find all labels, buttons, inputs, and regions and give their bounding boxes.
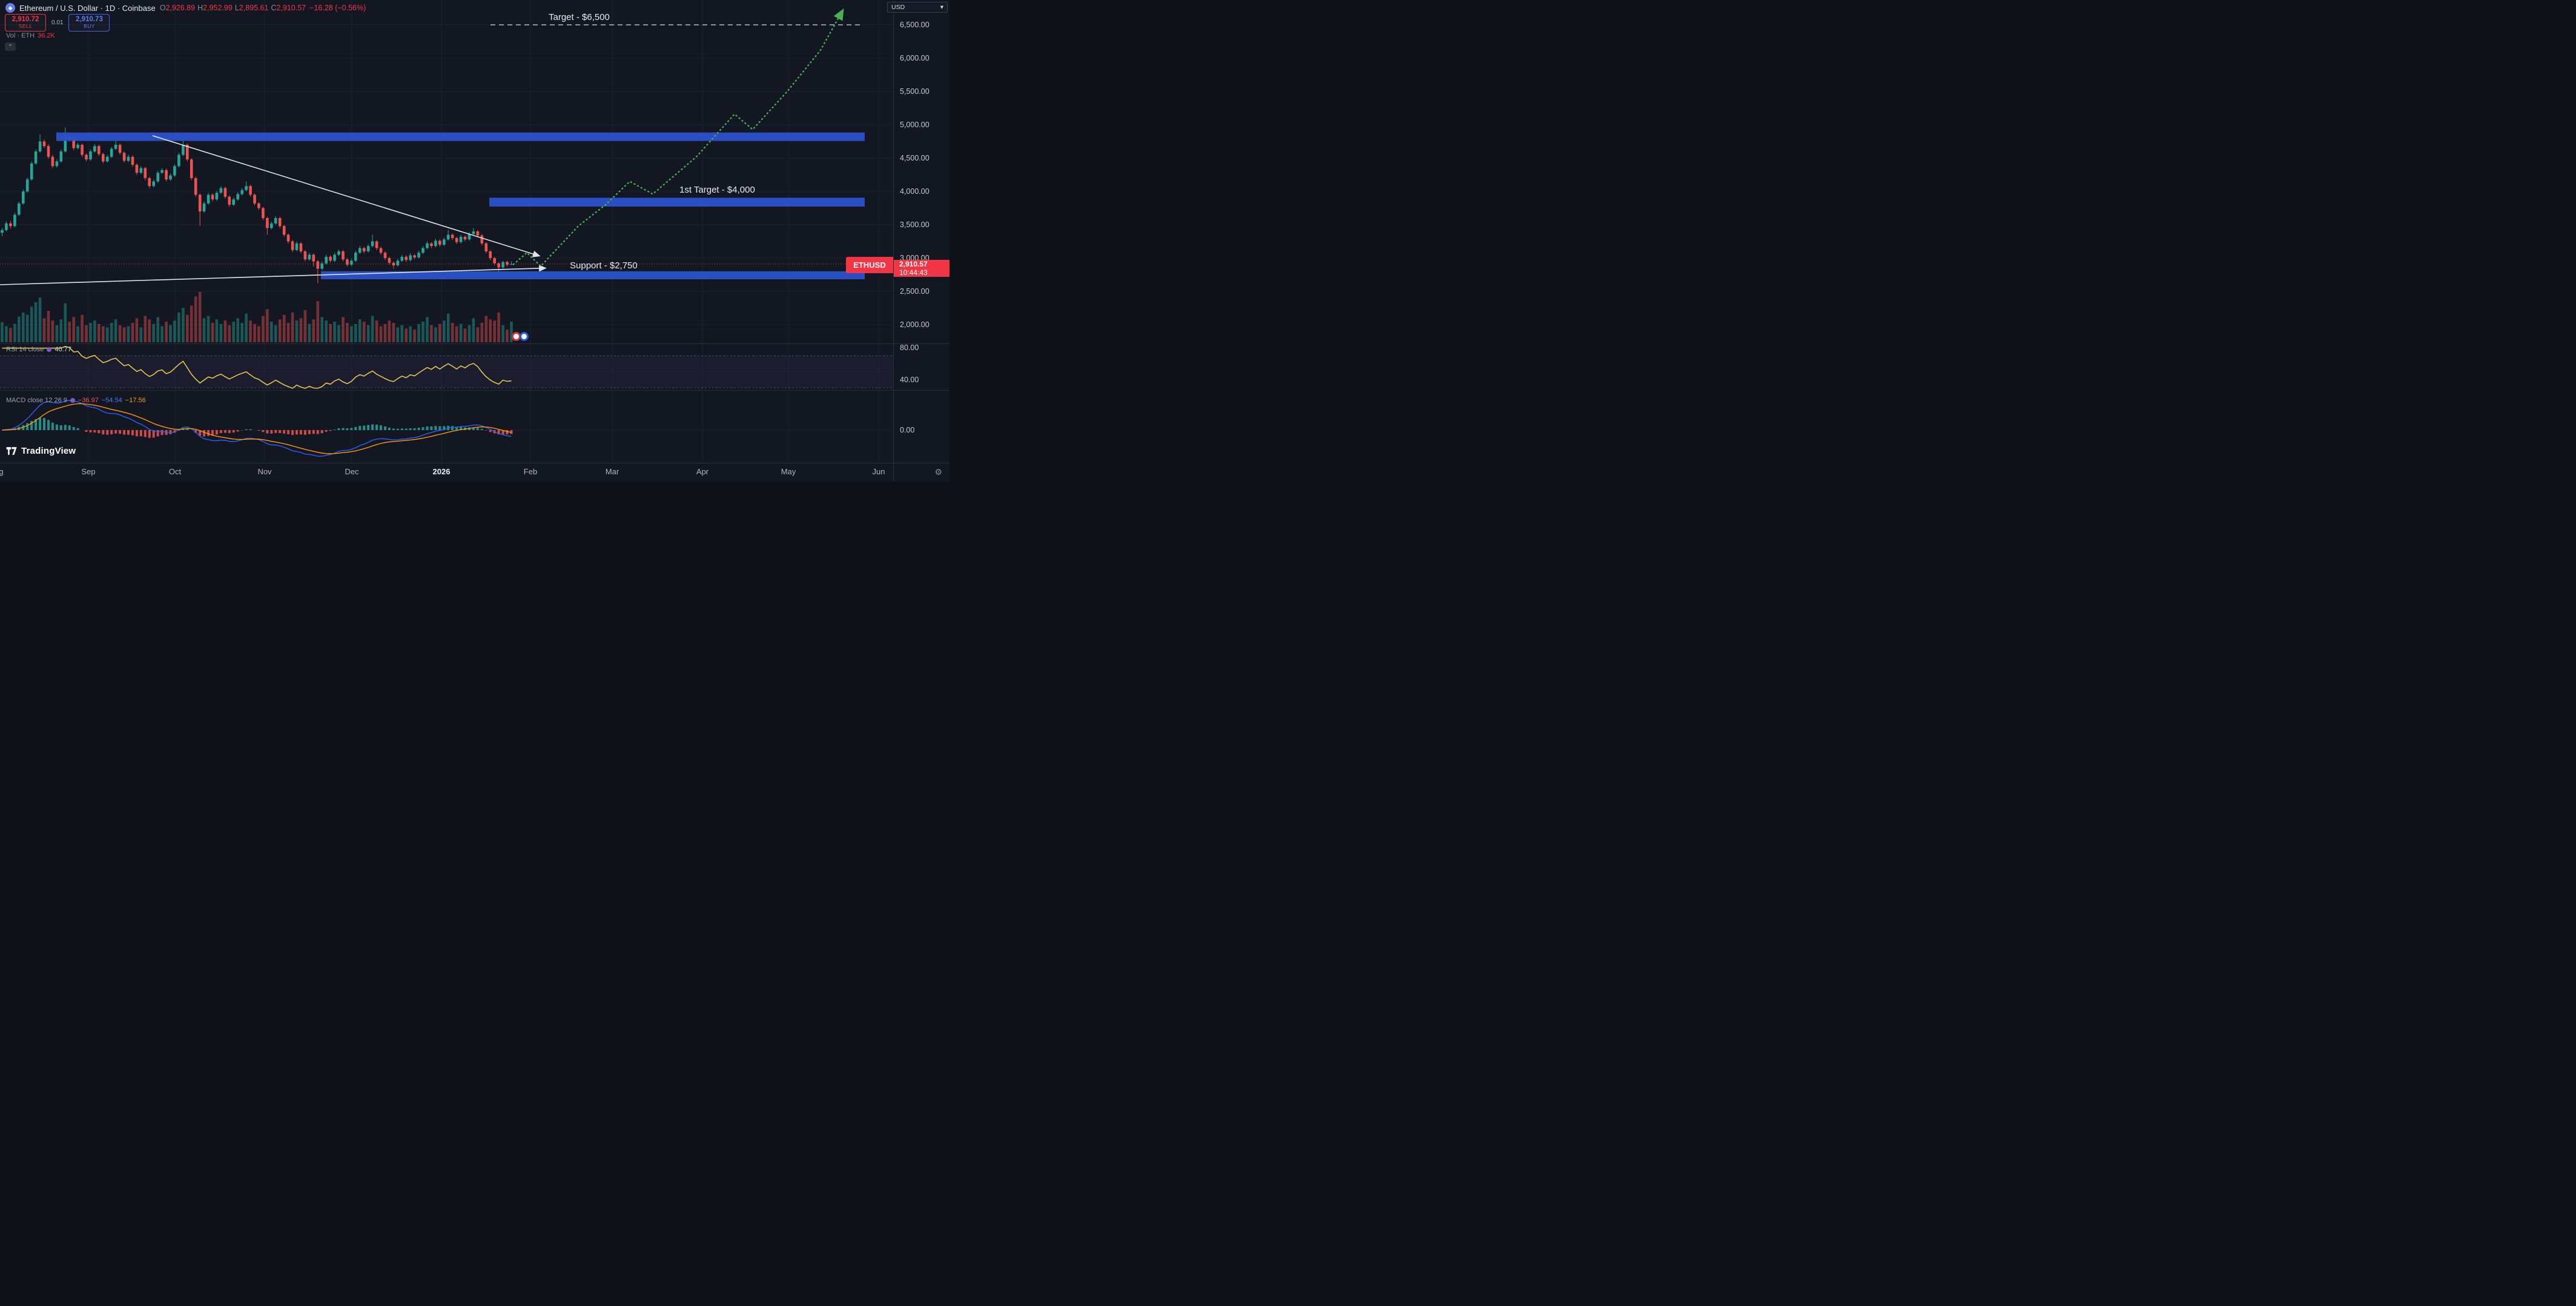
time-axis-label: Oct: [168, 467, 182, 476]
currency-selector[interactable]: USD ▾: [887, 2, 948, 13]
tradingview-mark-icon: [6, 447, 17, 455]
sell-label: SELL: [18, 23, 33, 29]
macd-line-value: −54.54: [101, 397, 122, 404]
collapse-button[interactable]: ^: [5, 42, 16, 51]
time-axis-label: Feb: [523, 467, 538, 476]
macd-source-icon: [70, 398, 75, 403]
price-axis-label: 6,500.00: [900, 21, 930, 29]
spread-value: 0.01: [51, 19, 64, 26]
time-axis-label: Dec: [345, 467, 359, 476]
ethereum-icon: ◆: [5, 3, 15, 13]
price-axis-label: 5,500.00: [900, 87, 930, 96]
chart-stickers[interactable]: [512, 332, 529, 341]
price-axis[interactable]: 6,500.00 6,000.00 5,500.00 5,000.00 4,500.00…: [894, 0, 949, 463]
low-label: L: [234, 4, 239, 12]
price-axis-label: 2,000.00: [900, 320, 930, 329]
gear-icon[interactable]: ⚙: [934, 467, 942, 477]
price-axis-label: 5,000.00: [900, 121, 930, 129]
macd-signal-value: −17.56: [125, 397, 146, 404]
symbol-price-tag: ETHUSD: [846, 257, 893, 273]
price-axis-label: 0.00: [900, 426, 915, 434]
price-axis-label: 4,000.00: [900, 187, 930, 196]
ohlc-values: O2,926.89 H2,952.99 L2,895.61 C2,910.57 …: [160, 4, 366, 12]
chart-canvas[interactable]: [0, 0, 949, 482]
symbol-title[interactable]: Ethereum / U.S. Dollar · 1D · Coinbase: [19, 3, 156, 13]
tradingview-logo[interactable]: TradingView: [6, 446, 76, 456]
rsi-header[interactable]: RSI 14 close 40.77: [6, 346, 71, 353]
change-value: −16.28 (−0.56%): [309, 4, 366, 12]
trading-chart-app: ◆ Ethereum / U.S. Dollar · 1D · Coinbase…: [0, 0, 949, 482]
time-axis-label: Jun: [872, 467, 885, 476]
price-axis-label: 40.00: [900, 376, 919, 384]
macd-label: MACD close 12 26 9: [6, 397, 67, 404]
time-axis-label: Nov: [257, 467, 272, 476]
support-zone-label[interactable]: Support - $2,750: [570, 260, 638, 271]
price-axis-label: 2,500.00: [900, 287, 930, 296]
time-axis-label: Aug: [0, 467, 4, 476]
price-axis-label: 80.00: [900, 343, 919, 352]
rsi-label: RSI 14 close: [6, 346, 44, 353]
volume-label: Vol · ETH: [6, 32, 35, 39]
trade-buttons: 2,910.72 SELL 0.01 2,910.73 BUY: [5, 14, 110, 31]
currency-label: USD: [891, 4, 905, 11]
time-axis-label: Apr: [696, 467, 709, 476]
chevron-down-icon: ▾: [940, 4, 943, 11]
time-axis-label: May: [781, 467, 796, 476]
volume-value: 36.2K: [38, 32, 55, 39]
current-price-label: 2,910.57: [894, 260, 949, 268]
open-value: 2,926.89: [165, 4, 196, 12]
chart-header: ◆ Ethereum / U.S. Dollar · 1D · Coinbase…: [5, 3, 366, 13]
sell-price: 2,910.72: [12, 16, 39, 23]
time-axis-label: 2026: [432, 467, 451, 476]
buy-label: BUY: [84, 23, 95, 29]
sell-button[interactable]: 2,910.72 SELL: [5, 14, 46, 31]
close-value: 2,910.57: [276, 4, 306, 12]
price-axis-label: 3,500.00: [900, 220, 930, 229]
time-axis[interactable]: Aug Sep Oct Nov Dec 2026 Feb Mar Apr May Jun: [0, 463, 893, 482]
tradingview-wordmark: TradingView: [21, 446, 76, 456]
high-value: 2,952.99: [203, 4, 233, 12]
bar-countdown: 10:44:43: [894, 268, 949, 277]
time-axis-label: Mar: [605, 467, 619, 476]
volume-legend: Vol · ETH 36.2K: [6, 32, 55, 39]
rsi-source-icon: [47, 347, 52, 352]
buy-price: 2,910.73: [76, 16, 103, 23]
open-label: O: [159, 4, 166, 12]
target-label[interactable]: Target - $6,500: [549, 12, 610, 22]
price-axis-label: 6,000.00: [900, 54, 930, 62]
first-target-zone-label[interactable]: 1st Target - $4,000: [679, 185, 755, 195]
price-axis-label: 4,500.00: [900, 154, 930, 162]
macd-histogram-value: −36.97: [78, 397, 99, 404]
macd-header[interactable]: MACD close 12 26 9 −36.97 −54.54 −17.56: [6, 397, 146, 404]
high-label: H: [197, 4, 203, 12]
rsi-value: 40.77: [54, 346, 71, 353]
blue-circle-icon: [520, 332, 529, 341]
buy-button[interactable]: 2,910.73 BUY: [68, 14, 110, 31]
close-label: C: [271, 4, 277, 12]
time-axis-label: Sep: [81, 467, 96, 476]
low-value: 2,895.61: [239, 4, 269, 12]
